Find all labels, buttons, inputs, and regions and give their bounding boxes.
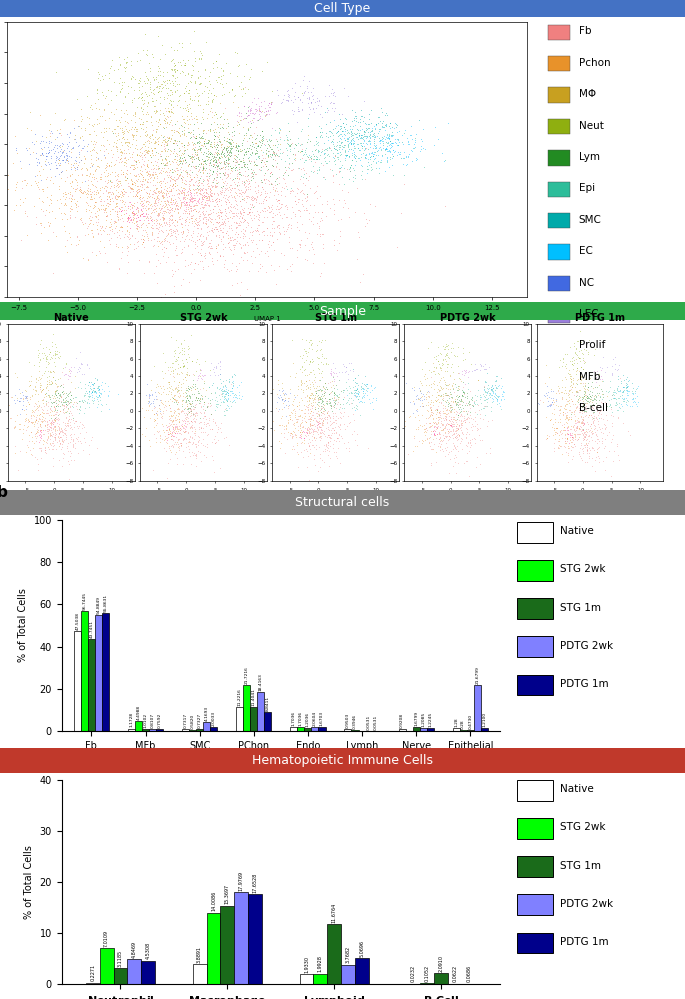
Bar [548, 402, 570, 417]
Text: B-cell: B-cell [579, 404, 608, 414]
FancyBboxPatch shape [0, 747, 685, 773]
Bar [548, 150, 570, 166]
Text: Sample: Sample [319, 305, 366, 318]
Text: Neut: Neut [579, 121, 603, 131]
Text: Hematopoietic Immune Cells: Hematopoietic Immune Cells [252, 753, 433, 766]
Bar [548, 339, 570, 354]
Text: NC: NC [579, 278, 594, 288]
Bar [548, 119, 570, 134]
Text: LEC: LEC [579, 309, 599, 319]
Text: Prolif: Prolif [579, 341, 606, 351]
Bar [548, 182, 570, 197]
Text: SMC: SMC [579, 215, 601, 225]
Bar [548, 213, 570, 229]
Text: Structural cells: Structural cells [295, 496, 390, 508]
Text: Pchon: Pchon [579, 58, 610, 68]
Text: Lym: Lym [579, 152, 600, 162]
Text: MΦ: MΦ [579, 89, 596, 99]
Bar [548, 56, 570, 72]
Bar [548, 245, 570, 260]
Bar [548, 308, 570, 323]
Bar [548, 88, 570, 103]
FancyBboxPatch shape [0, 490, 685, 514]
Bar [548, 276, 570, 292]
Text: Fb: Fb [579, 26, 591, 36]
Text: MFb: MFb [579, 372, 600, 382]
Text: Cell Type: Cell Type [314, 2, 371, 15]
Bar [548, 370, 570, 386]
Text: Epi: Epi [579, 184, 595, 194]
FancyBboxPatch shape [0, 0, 685, 17]
Text: b: b [0, 485, 8, 500]
Bar [548, 25, 570, 40]
FancyBboxPatch shape [0, 302, 685, 321]
Text: EC: EC [579, 246, 593, 256]
